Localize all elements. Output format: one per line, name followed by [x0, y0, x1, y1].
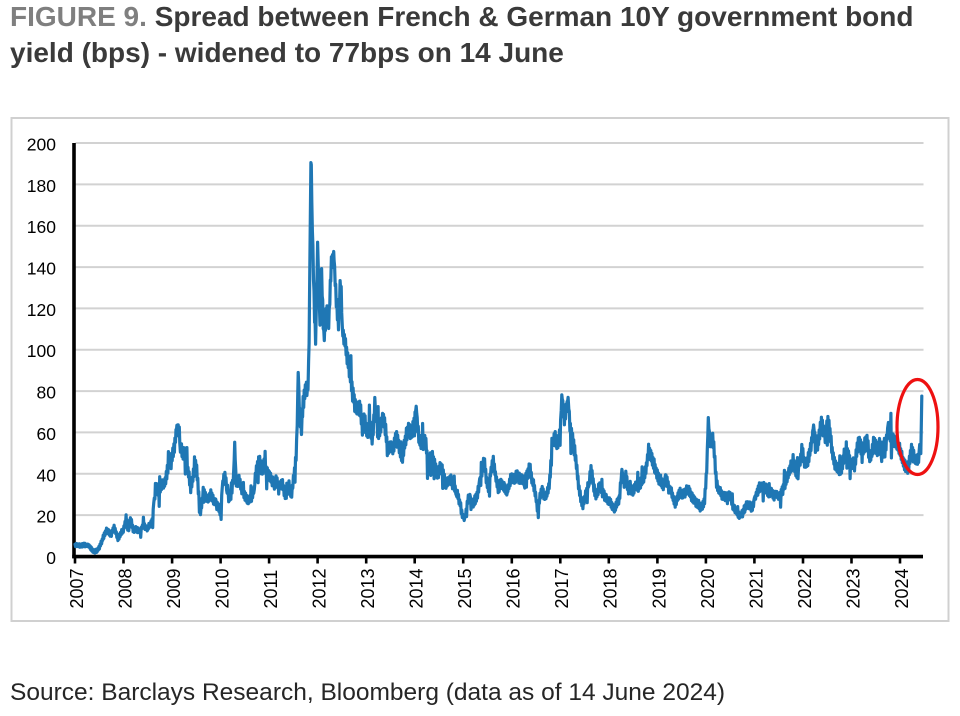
svg-text:80: 80: [37, 383, 57, 403]
svg-text:2023: 2023: [843, 568, 863, 608]
svg-text:200: 200: [27, 135, 56, 155]
svg-text:140: 140: [27, 259, 56, 279]
svg-text:2011: 2011: [261, 570, 281, 609]
svg-text:2019: 2019: [649, 568, 669, 608]
svg-text:2020: 2020: [698, 568, 718, 608]
svg-text:0: 0: [46, 548, 56, 568]
svg-text:120: 120: [27, 300, 56, 320]
svg-text:2015: 2015: [455, 568, 475, 608]
svg-text:60: 60: [37, 424, 57, 444]
svg-text:40: 40: [37, 465, 57, 485]
svg-text:2012: 2012: [310, 568, 330, 608]
svg-text:2007: 2007: [67, 568, 87, 608]
svg-text:2009: 2009: [164, 568, 184, 608]
svg-text:2013: 2013: [358, 568, 378, 608]
svg-text:2017: 2017: [552, 568, 572, 608]
svg-text:2016: 2016: [504, 568, 524, 608]
svg-text:180: 180: [27, 176, 56, 196]
svg-text:2018: 2018: [601, 568, 621, 608]
svg-text:2022: 2022: [795, 568, 815, 608]
svg-text:2024: 2024: [892, 568, 912, 608]
svg-text:20: 20: [37, 507, 57, 527]
svg-text:2008: 2008: [115, 568, 135, 608]
svg-text:2021: 2021: [746, 568, 766, 608]
svg-text:2010: 2010: [213, 568, 233, 608]
svg-text:160: 160: [27, 217, 56, 237]
svg-text:2014: 2014: [407, 568, 427, 608]
svg-text:100: 100: [27, 341, 56, 361]
